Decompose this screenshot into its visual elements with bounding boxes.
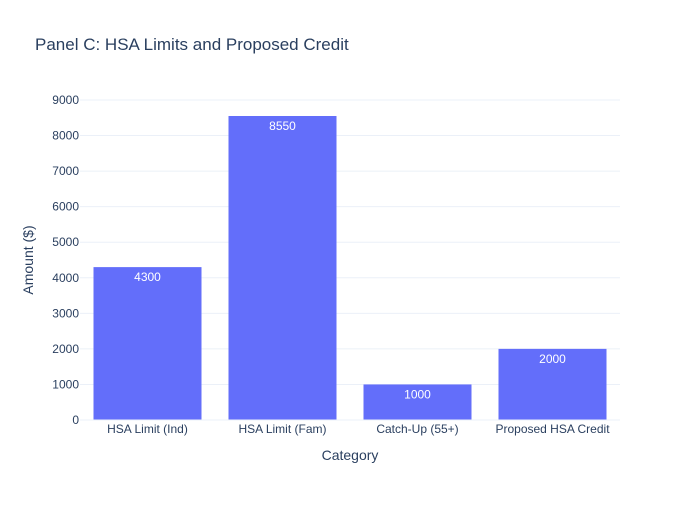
x-axis-title: Category [322,447,379,463]
y-axis-ticks: 0 1000 2000 3000 4000 5000 6000 7000 8000 9000 [52,93,79,427]
y-tick-label: 4000 [52,271,79,285]
bar [498,348,607,420]
y-tick-label: 3000 [52,306,79,320]
bar-value-label: 2000 [539,352,566,366]
y-tick-label: 6000 [52,200,79,214]
bar [93,267,202,420]
x-tick-label: HSA Limit (Fam) [238,422,326,436]
bar-value-label: 1000 [404,387,431,401]
y-tick-label: 5000 [52,235,79,249]
y-tick-label: 9000 [52,93,79,107]
y-tick-label: 7000 [52,164,79,178]
y-tick-label: 8000 [52,129,79,143]
data-labels: 4300 8550 1000 2000 [134,119,566,401]
bar-value-label: 8550 [269,119,296,133]
x-tick-label: Catch-Up (55+) [376,422,458,436]
y-tick-label: 0 [72,413,79,427]
y-tick-label: 2000 [52,342,79,356]
bar [363,384,472,420]
y-axis-title: Amount ($) [20,225,36,294]
bar [228,116,337,420]
x-axis-ticks: HSA Limit (Ind) HSA Limit (Fam) Catch-Up (… [107,422,610,436]
bar-value-label: 4300 [134,270,161,284]
x-tick-label: Proposed HSA Credit [495,422,610,436]
bars [93,116,607,420]
chart-title: Panel C: HSA Limits and Proposed Credit [35,35,349,54]
x-tick-label: HSA Limit (Ind) [107,422,188,436]
y-tick-label: 1000 [52,377,79,391]
